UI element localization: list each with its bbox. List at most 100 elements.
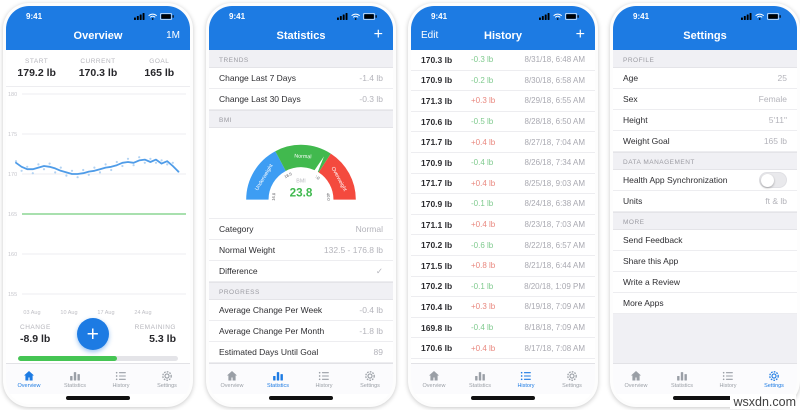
- entry-date: 8/24/18, 6:38 AM: [524, 199, 586, 209]
- history-row[interactable]: 170.4 lb +0.3 lb 8/19/18, 7:09 AM: [411, 297, 595, 318]
- tab-settings[interactable]: Settings: [347, 364, 393, 394]
- range-button[interactable]: 1M: [166, 30, 180, 41]
- history-row[interactable]: 170.6 lb -0.5 lb 8/28/18, 6:50 AM: [411, 112, 595, 133]
- units-row[interactable]: Units ft & lb: [613, 191, 797, 212]
- list-icon: [721, 370, 735, 382]
- signal-icon: [740, 12, 752, 20]
- status-icons: [336, 12, 377, 20]
- weight-value: 171.7 lb: [421, 137, 453, 148]
- bar-chart-icon: [473, 370, 487, 382]
- history-row[interactable]: 169.8 lb -0.4 lb 8/18/18, 7:09 AM: [411, 318, 595, 339]
- weight-diff: +0.3 lb: [471, 96, 496, 106]
- section-header-more: MORE: [613, 212, 797, 230]
- history-row[interactable]: 171.3 lb +0.3 lb 8/29/18, 6:55 AM: [411, 91, 595, 112]
- nav-bar: Settings: [613, 24, 797, 50]
- list-item[interactable]: Send Feedback: [613, 230, 797, 251]
- tab-bar: Overview Statistics History Sett: [209, 363, 393, 394]
- progress-list: Average Change Per Week -0.4 lb Average …: [209, 300, 393, 363]
- list-item[interactable]: Category Normal: [209, 219, 393, 240]
- tab-statistics[interactable]: Statistics: [52, 364, 98, 394]
- entry-date: 8/19/18, 7:09 AM: [524, 302, 586, 312]
- tab-settings[interactable]: Settings: [751, 364, 797, 394]
- tab-overview[interactable]: Overview: [209, 364, 255, 394]
- tab-statistics[interactable]: Statistics: [255, 364, 301, 394]
- list-item[interactable]: Write a Review: [613, 272, 797, 293]
- status-bar: 9:41: [411, 6, 595, 24]
- history-row[interactable]: 171.1 lb +0.4 lb 8/23/18, 7:03 AM: [411, 215, 595, 236]
- page-title: History: [484, 30, 522, 42]
- weight-value: 171.3 lb: [421, 95, 453, 106]
- tab-overview[interactable]: Overview: [411, 364, 457, 394]
- weight-value: 170.9 lb: [421, 157, 453, 168]
- history-row[interactable]: 170.6 lb +0.4 lb 8/17/18, 7:08 AM: [411, 338, 595, 359]
- weight-value: 171.5 lb: [421, 260, 453, 271]
- phone-history: 9:41 Edit History + 170.3 lb -0.3 lb 8/3…: [408, 3, 598, 407]
- home-indicator[interactable]: [269, 396, 333, 400]
- history-row[interactable]: 170.9 lb -0.2 lb 8/30/18, 6:58 AM: [411, 71, 595, 92]
- list-item[interactable]: Normal Weight 132.5 - 176.8 lb: [209, 240, 393, 261]
- status-time: 9:41: [431, 11, 448, 21]
- weight-diff: -0.6 lb: [471, 240, 494, 250]
- weight-value: 170.2 lb: [421, 281, 453, 292]
- summary-stat: GOAL 165 lb: [129, 50, 190, 86]
- tab-history[interactable]: History: [705, 364, 751, 394]
- tab-overview[interactable]: Overview: [6, 364, 52, 394]
- list-item[interactable]: Estimated Days Until Goal 89: [209, 342, 393, 363]
- entry-date: 8/30/18, 6:58 AM: [524, 75, 586, 85]
- list-item[interactable]: Change Last 7 Days -1.4 lb: [209, 68, 393, 89]
- history-screen: 9:41 Edit History + 170.3 lb -0.3 lb 8/3…: [411, 6, 595, 404]
- wifi-icon: [351, 13, 360, 20]
- history-row[interactable]: 171.5 lb +0.8 lb 8/21/18, 6:44 AM: [411, 256, 595, 277]
- entry-date: 8/18/18, 7:09 AM: [524, 323, 586, 333]
- health-sync-toggle[interactable]: [759, 172, 787, 188]
- summary-stat: CURRENT 170.3 lb: [67, 50, 128, 86]
- svg-text:BMI: BMI: [296, 179, 305, 185]
- tab-overview[interactable]: Overview: [613, 364, 659, 394]
- history-row[interactable]: 170.2 lb -0.6 lb 8/22/18, 6:57 AM: [411, 235, 595, 256]
- history-row[interactable]: 170.9 lb -0.4 lb 8/26/18, 7:34 AM: [411, 153, 595, 174]
- tab-statistics[interactable]: Statistics: [457, 364, 503, 394]
- list-item[interactable]: Height 5'11": [613, 110, 797, 131]
- list-item[interactable]: Change Last 30 Days -0.3 lb: [209, 89, 393, 110]
- svg-text:Normal: Normal: [294, 154, 311, 161]
- section-header-data-management: DATA MANAGEMENT: [613, 152, 797, 170]
- add-weight-button[interactable]: +: [76, 318, 109, 350]
- bar-chart-icon: [675, 370, 689, 382]
- list-item[interactable]: Average Change Per Week -0.4 lb: [209, 300, 393, 321]
- add-button[interactable]: +: [575, 26, 585, 43]
- tab-settings[interactable]: Settings: [549, 364, 595, 394]
- tab-settings[interactable]: Settings: [144, 364, 190, 394]
- wifi-icon: [755, 13, 764, 20]
- home-indicator[interactable]: [673, 396, 737, 400]
- status-time: 9:41: [26, 11, 43, 21]
- add-button[interactable]: +: [373, 26, 383, 43]
- weight-diff: -0.4 lb: [471, 323, 494, 333]
- history-row[interactable]: 170.3 lb -0.3 lb 8/31/18, 6:48 AM: [411, 50, 595, 71]
- weight-diff: +0.4 lb: [471, 343, 496, 353]
- goal-progress-fill: [18, 356, 118, 361]
- list-item[interactable]: Difference ✓: [209, 261, 393, 282]
- history-row[interactable]: 170.2 lb -0.1 lb 8/20/18, 1:09 PM: [411, 277, 595, 298]
- nav-bar: Overview 1M: [6, 24, 190, 50]
- tab-statistics[interactable]: Statistics: [659, 364, 705, 394]
- history-row[interactable]: 170.9 lb -0.1 lb 8/24/18, 6:38 AM: [411, 194, 595, 215]
- section-header-trends: TRENDS: [209, 50, 393, 68]
- home-indicator[interactable]: [66, 396, 130, 400]
- list-item[interactable]: Share this App: [613, 251, 797, 272]
- home-indicator[interactable]: [471, 396, 535, 400]
- history-row[interactable]: 171.7 lb +0.4 lb 8/25/18, 9:03 AM: [411, 174, 595, 195]
- svg-text:160: 160: [8, 252, 17, 258]
- signal-icon: [133, 12, 145, 20]
- tab-history[interactable]: History: [98, 364, 144, 394]
- tab-history[interactable]: History: [503, 364, 549, 394]
- list-item[interactable]: Sex Female: [613, 89, 797, 110]
- tab-history[interactable]: History: [301, 364, 347, 394]
- list-item[interactable]: More Apps: [613, 293, 797, 314]
- history-row[interactable]: 171.7 lb +0.4 lb 8/27/18, 7:04 AM: [411, 132, 595, 153]
- list-item[interactable]: Weight Goal 165 lb: [613, 131, 797, 152]
- list-item[interactable]: Average Change Per Month -1.8 lb: [209, 321, 393, 342]
- history-list: 170.3 lb -0.3 lb 8/31/18, 6:48 AM 170.9 …: [411, 50, 595, 364]
- list-item[interactable]: Age 25: [613, 68, 797, 89]
- edit-button[interactable]: Edit: [421, 30, 439, 41]
